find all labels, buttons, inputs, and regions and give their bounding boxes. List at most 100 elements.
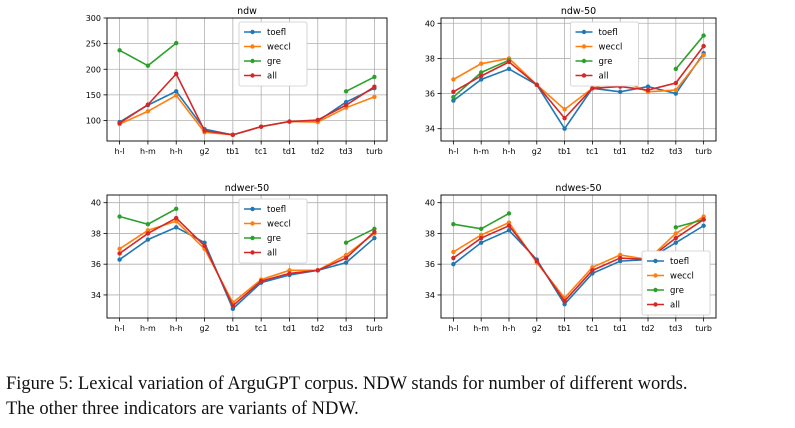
y-tick-label: 40 xyxy=(425,19,435,28)
data-point-toefl xyxy=(618,89,623,95)
data-point-all xyxy=(202,128,207,133)
data-point-weccl xyxy=(701,214,706,219)
y-tick-label: 40 xyxy=(425,199,435,208)
series-line-all xyxy=(452,45,705,120)
data-point-weccl xyxy=(451,77,456,82)
y-tick-label: 40 xyxy=(91,199,101,208)
legend-label-weccl: weccl xyxy=(670,272,694,282)
data-point-all xyxy=(618,255,623,261)
x-tick-label: h-h xyxy=(170,147,183,156)
legend-label-weccl: weccl xyxy=(267,220,291,230)
data-point-weccl xyxy=(478,232,484,238)
x-tick-label: h-h xyxy=(502,324,515,333)
legend-label-toefl: toefl xyxy=(670,257,689,267)
data-point-all xyxy=(230,303,236,308)
data-point-all xyxy=(343,102,349,108)
data-point-weccl xyxy=(562,107,567,112)
series-all xyxy=(117,71,377,138)
data-point-weccl xyxy=(478,61,484,66)
series-gre xyxy=(117,40,377,94)
data-point-all xyxy=(451,255,456,261)
legend-marker-all xyxy=(250,73,255,78)
legend-label-gre: gre xyxy=(267,234,281,244)
data-point-gre xyxy=(145,63,151,68)
series-line-all xyxy=(119,72,375,136)
series-gre xyxy=(117,206,377,245)
data-point-toefl xyxy=(343,260,349,265)
chart-title: ndw-50 xyxy=(561,6,596,17)
data-point-all xyxy=(590,268,595,273)
data-point-weccl xyxy=(174,93,179,98)
data-point-all xyxy=(202,243,207,248)
chart-title: ndwer-50 xyxy=(225,183,269,194)
data-point-toefl xyxy=(174,89,179,94)
data-point-gre xyxy=(372,74,377,80)
data-point-gre xyxy=(174,40,179,46)
chart-panel-ndwes-50: h-l h-m h-h g2 tb1 tc1 td1 td2 td3 turb 34 36 38 40 nd… xyxy=(425,183,717,333)
data-point-all xyxy=(506,223,512,228)
data-point-weccl xyxy=(673,231,679,236)
legend-marker-gre xyxy=(250,58,255,64)
data-point-toefl xyxy=(506,66,512,72)
data-point-gre xyxy=(343,240,349,245)
y-tick-label: 34 xyxy=(91,291,101,300)
x-tick-label: h-l xyxy=(448,324,458,333)
x-tick-label: td1 xyxy=(283,147,296,156)
data-point-all xyxy=(117,120,122,126)
x-tick-label: g2 xyxy=(532,324,542,333)
x-tick-label: h-l xyxy=(115,147,125,156)
y-tick-label: 150 xyxy=(86,91,101,100)
data-point-all xyxy=(534,82,539,87)
data-point-all xyxy=(478,235,484,241)
chart-panel-ndwer-50: h-l h-m h-h g2 tb1 tc1 td1 td2 td3 turb 34 36 38 40 nd… xyxy=(91,183,388,333)
data-point-weccl xyxy=(372,94,377,100)
data-point-weccl xyxy=(618,252,623,258)
series-line-gre xyxy=(675,35,705,70)
data-point-weccl xyxy=(117,246,122,252)
data-point-toefl xyxy=(618,258,623,264)
legend-label-gre: gre xyxy=(670,286,684,296)
series-line-all xyxy=(452,218,705,303)
data-point-gre xyxy=(701,33,706,38)
data-point-gre xyxy=(478,226,484,232)
data-point-all xyxy=(145,102,151,107)
data-point-all xyxy=(701,217,706,222)
chart-panel-ndw: h-l h-m h-h g2 tb1 tc1 td1 td2 td3 turb 100 150 200 2… xyxy=(86,6,388,156)
data-point-toefl xyxy=(478,77,484,82)
data-point-weccl xyxy=(590,265,595,270)
series-line-all xyxy=(119,217,375,307)
legend-label-all: all xyxy=(599,72,609,82)
data-point-toefl xyxy=(174,225,179,230)
y-tick-label: 38 xyxy=(425,54,435,63)
series-line-weccl xyxy=(452,215,705,300)
legend-marker-toefl xyxy=(250,206,255,212)
x-tick-label: h-l xyxy=(448,147,458,156)
data-point-all xyxy=(315,117,320,123)
data-point-all xyxy=(258,124,264,129)
y-tick-label: 100 xyxy=(86,117,101,126)
legend-label-gre: gre xyxy=(267,57,281,67)
data-point-all xyxy=(343,255,349,261)
data-point-toefl xyxy=(451,261,456,267)
legend: toefl weccl gre all xyxy=(641,250,711,316)
figure: h-l h-m h-h g2 tb1 tc1 td1 td2 td3 turb 100 150 200 2… xyxy=(86,6,717,333)
data-point-all xyxy=(590,86,595,91)
data-point-gre xyxy=(451,94,456,100)
x-tick-label: td3 xyxy=(669,324,682,333)
series-line-toefl xyxy=(452,52,705,131)
legend-box xyxy=(238,21,308,87)
chart-panel-ndw-50: h-l h-m h-h g2 tb1 tc1 td1 td2 td3 turb 34 36 38 40 nd… xyxy=(425,6,717,156)
legend-box xyxy=(641,250,711,316)
x-tick-label: td2 xyxy=(311,324,324,333)
data-point-gre xyxy=(673,66,679,72)
x-tick-label: td3 xyxy=(339,147,352,156)
legend-marker-all xyxy=(581,73,587,78)
data-point-all xyxy=(701,43,706,49)
data-point-toefl xyxy=(701,223,706,228)
legend-label-all: all xyxy=(670,301,680,311)
data-point-toefl xyxy=(451,98,456,103)
x-tick-label: turb xyxy=(366,147,383,156)
y-tick-label: 36 xyxy=(425,90,435,99)
series-line-gre xyxy=(675,218,704,229)
legend-marker-weccl xyxy=(250,44,255,49)
